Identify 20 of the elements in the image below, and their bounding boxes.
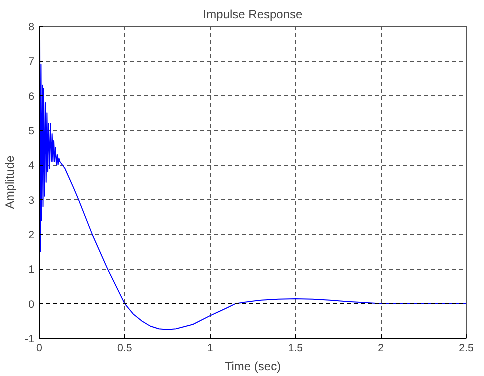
y-axis-title: Amplitude [3, 155, 18, 210]
x-axis-title: Time (sec) [224, 360, 282, 374]
y-tick-label: 0 [28, 298, 35, 311]
y-tick-label: 7 [28, 56, 35, 68]
y-tick-label: 5 [28, 126, 35, 138]
y-tick-label: 8 [28, 22, 35, 34]
x-tick-label: 2.5 [459, 342, 474, 354]
chart-title: Impulse Response [203, 8, 304, 22]
y-tick-label: 1 [28, 264, 35, 276]
y-tick-label: 3 [28, 194, 35, 207]
x-tick-label: 0.5 [117, 342, 132, 354]
x-tick-label: 1.5 [288, 342, 304, 354]
y-tick-label: 4 [28, 160, 35, 172]
y-tick-label: 2 [28, 230, 35, 242]
x-tick-label: 0 [36, 342, 43, 354]
x-tick-label: 2 [378, 342, 384, 354]
y-tick-label: 6 [28, 90, 35, 103]
line-series [40, 40, 466, 330]
x-tick-label: 1 [207, 342, 214, 354]
y-tick-label: -1 [25, 334, 35, 346]
